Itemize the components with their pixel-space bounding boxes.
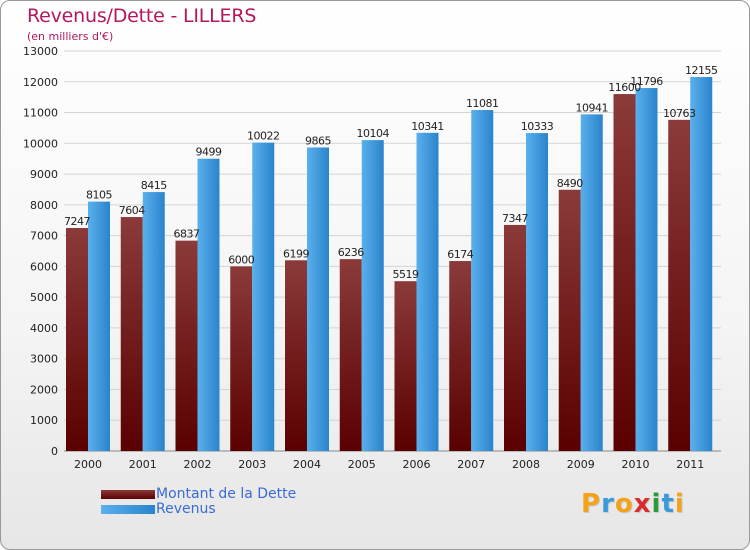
bar-dette — [449, 261, 472, 451]
bar-dette — [66, 228, 88, 451]
data-label-dette: 5519 — [393, 268, 419, 281]
y-tick-label: 13000 — [23, 45, 58, 58]
y-tick-label: 5000 — [30, 291, 58, 304]
bar-revenus — [252, 142, 275, 451]
bar-dette — [230, 266, 253, 451]
y-axis-ticks: 0 1000 2000 3000 4000 5000 6000 7000 8000 9000 100… — [23, 45, 58, 458]
data-label-dette: 6174 — [447, 248, 473, 261]
data-label-dette: 6236 — [338, 246, 364, 259]
bars — [66, 77, 713, 452]
legend-swatch-dette — [101, 490, 155, 499]
x-tick-label: 2004 — [293, 458, 321, 471]
bar-revenus — [690, 77, 713, 451]
bar-revenus — [197, 158, 220, 451]
logo-letter: P — [581, 489, 602, 519]
data-label-dette: 6837 — [174, 228, 200, 241]
y-tick-label: 3000 — [30, 353, 58, 366]
bar-dette — [613, 94, 636, 452]
data-label-dette: 11600 — [608, 81, 641, 94]
bar-revenus — [471, 110, 494, 452]
data-label-dette: 10763 — [663, 107, 696, 120]
data-label-revenus: 11081 — [466, 97, 499, 110]
x-axis-ticks: 2000 2001 2002 2003 2004 2005 2006 2007 2008 2009… — [74, 458, 704, 471]
y-tick-label: 4000 — [30, 322, 58, 335]
x-tick-label: 2006 — [403, 458, 431, 471]
bar-revenus — [307, 147, 329, 451]
logo-letter: i — [674, 489, 685, 519]
data-label-dette: 7347 — [502, 212, 528, 225]
x-tick-label: 2010 — [622, 458, 650, 471]
x-tick-label: 2009 — [567, 458, 595, 471]
bar-revenus — [361, 140, 384, 451]
chart-title: Revenus/Dette - LILLERS — [27, 5, 257, 27]
legend-label-revenus: Revenus — [156, 501, 216, 517]
logo-letter: o — [614, 489, 634, 519]
bar-revenus — [580, 114, 603, 451]
data-label-revenus: 10022 — [247, 130, 280, 143]
bar-dette — [120, 217, 143, 451]
data-label-dette: 6000 — [228, 253, 254, 266]
data-label-dette: 8490 — [557, 177, 583, 190]
data-label-revenus: 9499 — [196, 146, 222, 159]
y-tick-label: 6000 — [30, 260, 58, 273]
bar-dette — [558, 189, 581, 451]
logo-letter: r — [601, 489, 615, 519]
bar-dette — [504, 224, 526, 451]
data-label-revenus: 8415 — [141, 179, 167, 192]
logo-letter: x — [633, 489, 652, 519]
data-label-revenus: 8105 — [86, 189, 112, 202]
x-tick-label: 2007 — [457, 458, 485, 471]
logo-letter: t — [661, 489, 675, 519]
legend-label-dette: Montant de la Dette — [156, 486, 297, 502]
x-tick-label: 2011 — [676, 458, 704, 471]
y-tick-label: 7000 — [30, 230, 58, 243]
bar-revenus — [526, 133, 548, 452]
y-tick-label: 11000 — [23, 107, 58, 120]
grid-lines — [64, 50, 721, 452]
x-tick-label: 2002 — [184, 458, 212, 471]
data-label-dette: 7247 — [64, 215, 90, 228]
data-label-revenus: 12155 — [685, 64, 718, 77]
data-label-revenus: 10341 — [411, 120, 444, 133]
legend-swatch-revenus — [101, 505, 155, 514]
data-label-revenus: 10104 — [357, 127, 390, 140]
bar-dette — [339, 259, 362, 451]
bar-dette — [175, 240, 198, 451]
data-label-revenus: 11796 — [630, 75, 663, 88]
data-label-revenus: 9865 — [305, 134, 331, 147]
y-tick-label: 1000 — [30, 414, 58, 427]
data-labels: 7247 8105 7604 8415 6837 9499 6000 10022 6199 986… — [64, 64, 718, 281]
bar-revenus — [142, 192, 165, 452]
x-tick-label: 2001 — [129, 458, 157, 471]
y-tick-label: 10000 — [23, 137, 58, 150]
bar-dette — [394, 281, 417, 451]
x-tick-label: 2005 — [348, 458, 376, 471]
data-label-dette: 7604 — [119, 204, 145, 217]
bar-revenus — [88, 201, 110, 451]
x-tick-label: 2000 — [74, 458, 102, 471]
bar-revenus — [635, 88, 658, 452]
chart-subtitle: (en milliers d'€) — [27, 30, 114, 43]
y-tick-label: 9000 — [30, 168, 58, 181]
x-tick-label: 2003 — [238, 458, 266, 471]
bar-revenus — [416, 132, 439, 452]
bar-dette — [285, 260, 307, 451]
data-label-revenus: 10941 — [576, 101, 609, 114]
logo-letter: i — [651, 489, 662, 519]
data-label-dette: 6199 — [283, 247, 309, 260]
y-tick-label: 12000 — [23, 76, 58, 89]
y-tick-label: 2000 — [30, 383, 58, 396]
bar-dette — [668, 119, 691, 451]
y-tick-label: 0 — [51, 445, 58, 458]
x-tick-label: 2008 — [512, 458, 540, 471]
data-label-revenus: 10333 — [521, 120, 554, 133]
proxiti-logo: Proxiti — [581, 489, 685, 519]
y-tick-label: 8000 — [30, 199, 58, 212]
